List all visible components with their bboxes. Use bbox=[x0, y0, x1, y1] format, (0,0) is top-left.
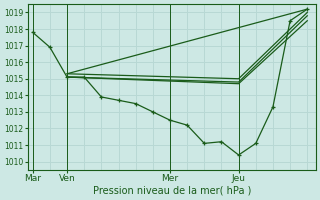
X-axis label: Pression niveau de la mer( hPa ): Pression niveau de la mer( hPa ) bbox=[92, 186, 251, 196]
